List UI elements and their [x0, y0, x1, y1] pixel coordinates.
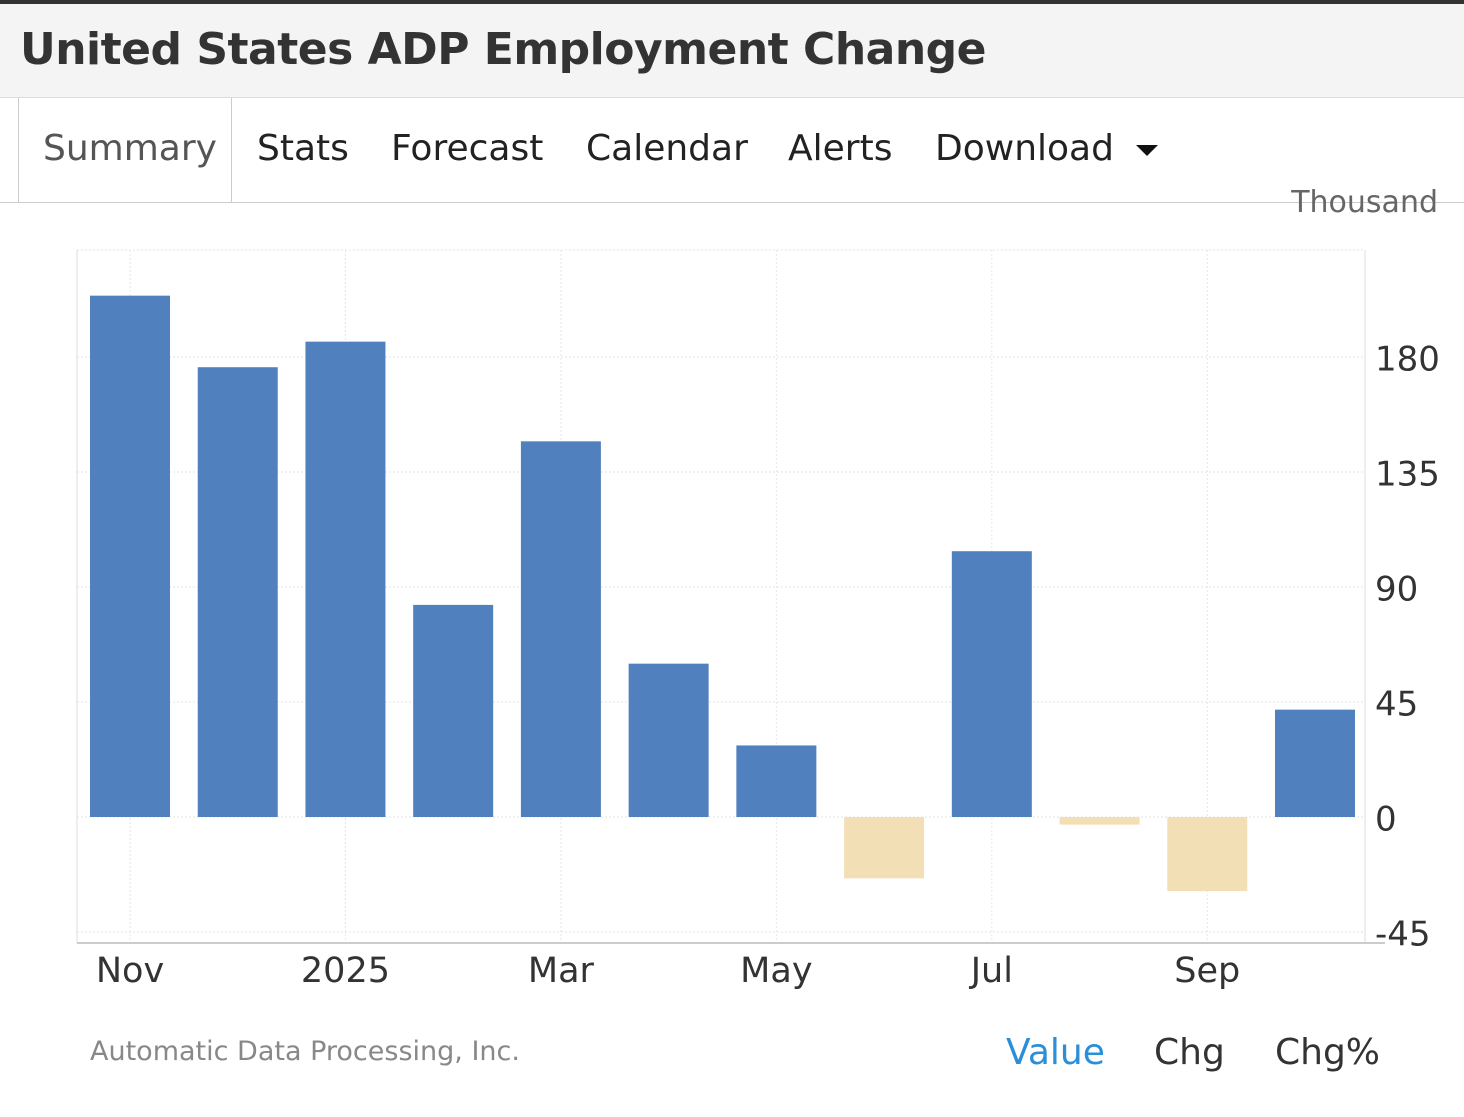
bar-aug-2025 [1059, 817, 1140, 825]
header: United States ADP Employment Change [0, 4, 1464, 98]
bar-jun-2025 [844, 817, 925, 879]
tab-alerts[interactable]: Alerts [788, 128, 893, 169]
bar-may-2025 [736, 745, 817, 817]
chg-button[interactable]: Chg [1154, 1032, 1225, 1073]
x-tick-label: Jul [969, 951, 1013, 991]
page-title: United States ADP Employment Change [20, 24, 987, 75]
tab-stats[interactable]: Stats [257, 128, 349, 169]
x-tick-label: Nov [96, 951, 164, 991]
bar-nov-2024 [90, 295, 170, 818]
y-tick-label: 180 [1375, 340, 1440, 380]
bar-feb-2025 [413, 604, 494, 817]
bar-sep-2025 [1167, 817, 1248, 892]
tab-calendar[interactable]: Calendar [586, 128, 748, 169]
bar-dec-2024 [197, 367, 278, 817]
y-tick-label: 135 [1375, 455, 1440, 495]
y-tick-label: 45 [1375, 685, 1418, 725]
tab-summary[interactable]: Summary [18, 98, 232, 202]
value-button[interactable]: Value [1006, 1032, 1105, 1073]
x-tick-label: Mar [528, 951, 595, 991]
y-tick-label: 0 [1375, 800, 1397, 840]
unit-label: Thousand [1291, 185, 1438, 215]
tab-bar: Summary Stats Forecast Calendar Alerts D… [0, 98, 1464, 203]
y-tick-label: 90 [1375, 570, 1418, 610]
bar-oct-2025 [1275, 709, 1355, 817]
caret-down-icon [1135, 144, 1158, 156]
tab-download[interactable]: Download [935, 128, 1158, 169]
x-tick-label: May [740, 951, 812, 991]
x-tick-label: 2025 [301, 951, 390, 991]
source-label: Automatic Data Processing, Inc. [90, 1036, 520, 1067]
bar-mar-2025 [520, 441, 601, 817]
chg-pct-button[interactable]: Chg% [1275, 1032, 1381, 1073]
bar-jan-2025 [305, 341, 386, 817]
download-label: Download [935, 128, 1114, 169]
x-tick-label: Sep [1174, 951, 1240, 991]
bar-apr-2025 [628, 663, 709, 817]
tab-forecast[interactable]: Forecast [391, 128, 544, 169]
top-border [0, 0, 1464, 4]
y-tick-label: -45 [1375, 915, 1431, 955]
gridlines [77, 249, 1365, 943]
bar-jul-2025 [951, 551, 1032, 817]
